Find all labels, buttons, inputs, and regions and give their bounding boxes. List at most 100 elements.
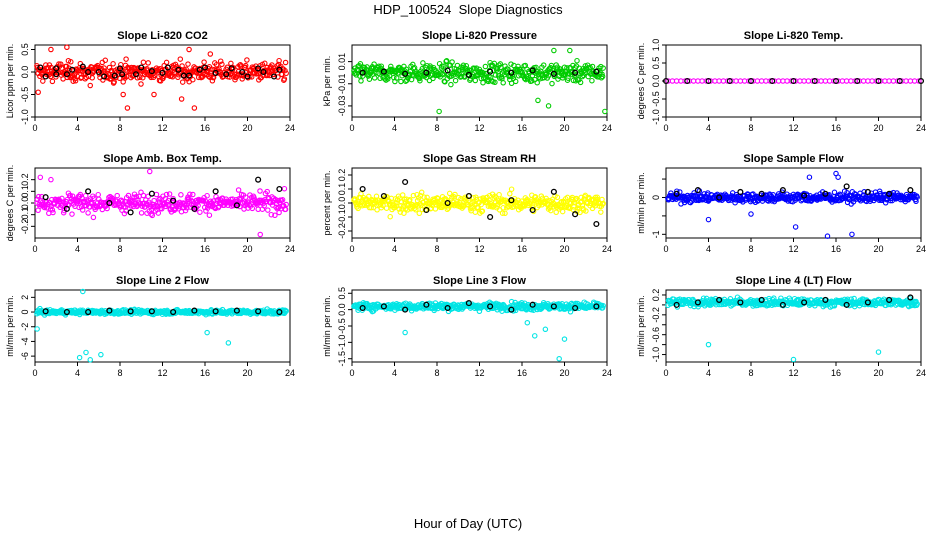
data-point (178, 192, 184, 198)
y-tick-label: -4 (20, 337, 30, 345)
hourly-point (69, 66, 76, 73)
data-point (564, 65, 570, 71)
hourly-point (359, 304, 366, 312)
y-tick-label: 0.0 (337, 197, 347, 210)
data-point (184, 205, 190, 211)
data-point (264, 64, 270, 71)
data-point (554, 194, 561, 201)
data-point (452, 191, 458, 198)
hourly-point (255, 176, 262, 183)
data-point (497, 61, 504, 67)
data-point (387, 213, 393, 220)
x-tick-label: 16 (200, 244, 210, 254)
hourly-point (132, 71, 139, 78)
data-point (261, 203, 267, 209)
outlier-point (186, 46, 192, 53)
hourly-point (402, 178, 409, 186)
x-tick-label: 12 (474, 123, 484, 133)
plot-frame (351, 289, 608, 363)
data-point (486, 192, 493, 199)
outlier-point (147, 168, 153, 175)
hourly-point (444, 304, 451, 312)
x-tick-label: 24 (916, 123, 926, 133)
data-point (101, 65, 107, 71)
x-tick-label: 20 (873, 368, 883, 378)
x-tick-label: 24 (602, 123, 612, 133)
hourly-point (673, 301, 680, 308)
data-point (458, 73, 465, 80)
y-tick-label: -1.0 (20, 109, 30, 125)
hourly-point (822, 296, 829, 303)
hourly-point (186, 72, 193, 79)
hourly-point (191, 307, 198, 314)
data-point (168, 69, 174, 75)
hourly-point (423, 301, 430, 308)
hourly-point (811, 77, 818, 85)
y-tick-label: -2 (20, 323, 30, 331)
data-point (363, 66, 370, 73)
hourly-point (255, 65, 262, 72)
x-tick-label: 12 (788, 123, 798, 133)
hourly-point (822, 190, 829, 197)
y-tick-label: -0.5 (337, 318, 347, 334)
panel-title: Slope Line 2 Flow (116, 275, 209, 287)
data-point (283, 70, 289, 77)
hourly-point (106, 307, 113, 314)
data-point (213, 61, 220, 68)
hourly-point (148, 68, 155, 75)
x-tick-label: 24 (285, 368, 295, 378)
hourly-point (53, 65, 60, 72)
data-point (104, 205, 110, 212)
data-point (249, 205, 256, 212)
data-point (179, 63, 185, 69)
data-point (145, 193, 151, 200)
hourly-point (233, 202, 240, 209)
data-point (600, 303, 606, 309)
data-point (876, 188, 883, 195)
data-point (443, 58, 450, 64)
outlier-point (34, 326, 40, 332)
hourly-point (864, 299, 871, 306)
hourly-point (864, 188, 871, 195)
data-point (473, 65, 480, 71)
data-point (179, 79, 186, 85)
hourly-point (37, 64, 44, 71)
data-point (190, 191, 196, 198)
x-tick-label: 4 (392, 244, 397, 254)
outlier-point (524, 319, 531, 326)
x-tick-label: 4 (75, 368, 80, 378)
data-point (276, 57, 282, 64)
x-tick-label: 12 (474, 244, 484, 254)
hourly-point (85, 188, 92, 195)
data-point (388, 63, 394, 70)
x-tick-label: 16 (200, 368, 210, 378)
x-tick-label: 12 (157, 368, 167, 378)
x-tick-label: 0 (349, 123, 354, 133)
hourly-point (747, 77, 755, 85)
data-point (111, 79, 117, 85)
data-point (153, 191, 160, 198)
data-point (574, 57, 580, 64)
data-point (114, 192, 120, 199)
x-tick-label: 4 (75, 123, 80, 133)
outlier-point (178, 96, 185, 102)
x-tick-label: 20 (559, 244, 569, 254)
hourly-point (260, 68, 267, 76)
hourly-point (444, 67, 451, 74)
y-tick-label: 0.1 (20, 185, 30, 198)
y-axis-label: ml/min per min. (636, 295, 646, 357)
y-axis-label: kPa per min. (322, 56, 332, 107)
data-point (147, 201, 153, 207)
data-point (85, 210, 91, 216)
x-tick-label: 8 (748, 368, 753, 378)
panel-title: Slope Li-820 Pressure (422, 30, 537, 42)
data-point (424, 194, 430, 201)
hourly-point (276, 308, 283, 316)
hourly-point (550, 188, 557, 195)
x-tick-label: 8 (748, 244, 753, 254)
x-tick-label: 12 (788, 244, 798, 254)
data-point (281, 76, 288, 82)
hourly-point (684, 77, 691, 85)
hourly-point (106, 199, 113, 207)
y-tick-label: -0.01 (337, 74, 347, 95)
